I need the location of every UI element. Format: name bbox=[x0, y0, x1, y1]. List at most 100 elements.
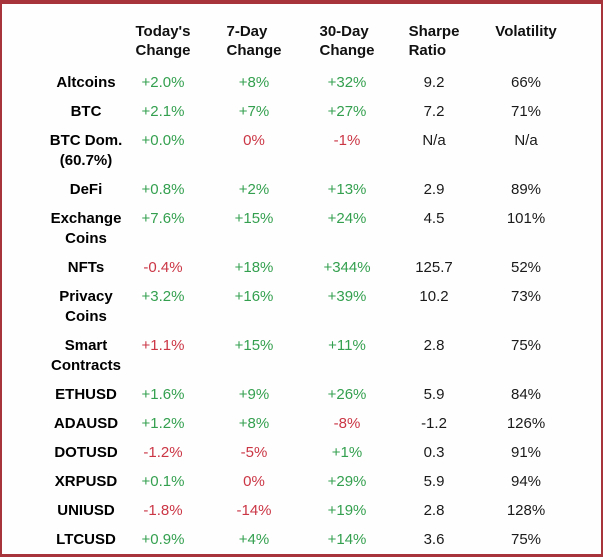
30day-change-value: -8% bbox=[333, 415, 361, 432]
table-row: ADAUSD +1.2% +8% -8% -1.2 126% bbox=[2, 410, 601, 439]
todays-change-value: -0.4% bbox=[143, 259, 183, 276]
30day-change-value: +32% bbox=[327, 74, 367, 91]
volatility-value: 126% bbox=[506, 415, 546, 432]
row-label: Smart Contracts bbox=[50, 337, 121, 374]
sharpe-ratio-value: N/a bbox=[422, 132, 446, 149]
volatility-value: 75% bbox=[510, 531, 542, 548]
sharpe-ratio-value: 9.2 bbox=[423, 74, 445, 91]
7day-change-value: +8% bbox=[238, 74, 270, 91]
row-label: Privacy Coins bbox=[59, 288, 113, 325]
table-row: BTC Dom. (60.7%) +0.0% 0% -1% N/a N/a bbox=[2, 127, 601, 176]
7day-change-value: -5% bbox=[240, 444, 268, 461]
sharpe-ratio-value: 2.8 bbox=[423, 502, 445, 519]
7day-change-value: +4% bbox=[238, 531, 270, 548]
row-label: DeFi bbox=[69, 181, 103, 198]
7day-change-value: +15% bbox=[234, 210, 274, 227]
row-label: UNIUSD bbox=[57, 502, 115, 519]
sharpe-ratio-value: 5.9 bbox=[423, 473, 445, 490]
sharpe-ratio-value: 2.9 bbox=[423, 181, 445, 198]
table-row: Privacy Coins +3.2% +16% +39% 10.2 73% bbox=[2, 283, 601, 332]
todays-change-value: +1.1% bbox=[141, 337, 185, 354]
sharpe-ratio-value: 5.9 bbox=[423, 386, 445, 403]
volatility-value: N/a bbox=[514, 132, 538, 149]
table-header-row: Today's Change 7-Day Change 30-Day Change S… bbox=[2, 16, 601, 69]
30day-change-value: -1% bbox=[333, 132, 361, 149]
row-label: LTCUSD bbox=[56, 531, 116, 548]
volatility-value: 75% bbox=[510, 337, 542, 354]
7day-change-value: 0% bbox=[243, 132, 265, 149]
row-label: DOTUSD bbox=[54, 444, 118, 461]
7day-change-value: -14% bbox=[236, 502, 272, 519]
volatility-value: 66% bbox=[510, 74, 542, 91]
table-row: UNIUSD -1.8% -14% +19% 2.8 128% bbox=[2, 497, 601, 526]
todays-change-value: +1.6% bbox=[141, 386, 185, 403]
sharpe-ratio-value: 3.6 bbox=[423, 531, 445, 548]
todays-change-value: +7.6% bbox=[141, 210, 185, 227]
volatility-value: 91% bbox=[510, 444, 542, 461]
table-row: BTC +2.1% +7% +27% 7.2 71% bbox=[2, 98, 601, 127]
30day-change-value: +14% bbox=[327, 531, 367, 548]
todays-change-value: +0.9% bbox=[141, 531, 185, 548]
30day-change-value: +27% bbox=[327, 103, 367, 120]
row-label: BTC Dom. (60.7%) bbox=[49, 132, 123, 169]
row-label: ETHUSD bbox=[55, 386, 117, 403]
table-row: Exchange Coins +7.6% +15% +24% 4.5 101% bbox=[2, 205, 601, 254]
todays-change-value: +0.8% bbox=[141, 181, 185, 198]
30day-change-value: +39% bbox=[327, 288, 367, 305]
7day-change-value: 0% bbox=[243, 473, 265, 490]
7day-change-value: +2% bbox=[238, 181, 270, 198]
sharpe-ratio-value: 10.2 bbox=[419, 288, 449, 305]
sharpe-ratio-value: -1.2 bbox=[421, 415, 447, 432]
header-sharpe-ratio: Sharpe Ratio bbox=[408, 23, 460, 59]
volatility-value: 94% bbox=[510, 473, 542, 490]
30day-change-value: +11% bbox=[328, 337, 366, 354]
30day-change-value: +13% bbox=[327, 181, 367, 198]
volatility-value: 52% bbox=[510, 259, 542, 276]
todays-change-value: +0.1% bbox=[141, 473, 185, 490]
table-row: Smart Contracts +1.1% +15% +11% 2.8 75% bbox=[2, 332, 601, 381]
volatility-value: 73% bbox=[510, 288, 542, 305]
header-todays-change: Today's Change bbox=[135, 23, 191, 59]
30day-change-value: +19% bbox=[327, 502, 367, 519]
todays-change-value: +2.0% bbox=[141, 74, 185, 91]
7day-change-value: +18% bbox=[234, 259, 274, 276]
volatility-value: 101% bbox=[506, 210, 546, 227]
volatility-value: 84% bbox=[510, 386, 542, 403]
30day-change-value: +26% bbox=[327, 386, 367, 403]
row-label: XRPUSD bbox=[54, 473, 118, 490]
sharpe-ratio-value: 2.8 bbox=[423, 337, 445, 354]
header-30day-change: 30-Day Change bbox=[319, 23, 375, 59]
header-volatility: Volatility bbox=[495, 23, 557, 40]
table-row: LTCUSD +0.9% +4% +14% 3.6 75% bbox=[2, 526, 601, 554]
sharpe-ratio-value: 4.5 bbox=[423, 210, 445, 227]
7day-change-value: +8% bbox=[238, 415, 270, 432]
table-row: XRPUSD +0.1% 0% +29% 5.9 94% bbox=[2, 468, 601, 497]
row-label: Exchange Coins bbox=[50, 210, 122, 247]
table-row: ETHUSD +1.6% +9% +26% 5.9 84% bbox=[2, 381, 601, 410]
row-label: ADAUSD bbox=[53, 415, 119, 432]
todays-change-value: +3.2% bbox=[141, 288, 185, 305]
row-label: NFTs bbox=[67, 259, 105, 276]
table-row: DeFi +0.8% +2% +13% 2.9 89% bbox=[2, 176, 601, 205]
todays-change-value: -1.8% bbox=[143, 502, 183, 519]
30day-change-value: +24% bbox=[327, 210, 367, 227]
todays-change-value: +0.0% bbox=[141, 132, 185, 149]
7day-change-value: +9% bbox=[238, 386, 270, 403]
table-row: Altcoins +2.0% +8% +32% 9.2 66% bbox=[2, 69, 601, 98]
sharpe-ratio-value: 0.3 bbox=[423, 444, 445, 461]
row-label: Altcoins bbox=[56, 74, 116, 91]
row-label: BTC bbox=[70, 103, 102, 120]
7day-change-value: +15% bbox=[234, 337, 274, 354]
table-row: DOTUSD -1.2% -5% +1% 0.3 91% bbox=[2, 439, 601, 468]
7day-change-value: +16% bbox=[234, 288, 274, 305]
7day-change-value: +7% bbox=[238, 103, 270, 120]
sharpe-ratio-value: 125.7 bbox=[415, 259, 453, 276]
table-row: NFTs -0.4% +18% +344% 125.7 52% bbox=[2, 254, 601, 283]
header-empty-cell bbox=[2, 16, 132, 69]
todays-change-value: -1.2% bbox=[143, 444, 183, 461]
volatility-value: 89% bbox=[510, 181, 542, 198]
volatility-value: 128% bbox=[506, 502, 546, 519]
30day-change-value: +29% bbox=[327, 473, 367, 490]
header-7day-change: 7-Day Change bbox=[226, 23, 282, 59]
